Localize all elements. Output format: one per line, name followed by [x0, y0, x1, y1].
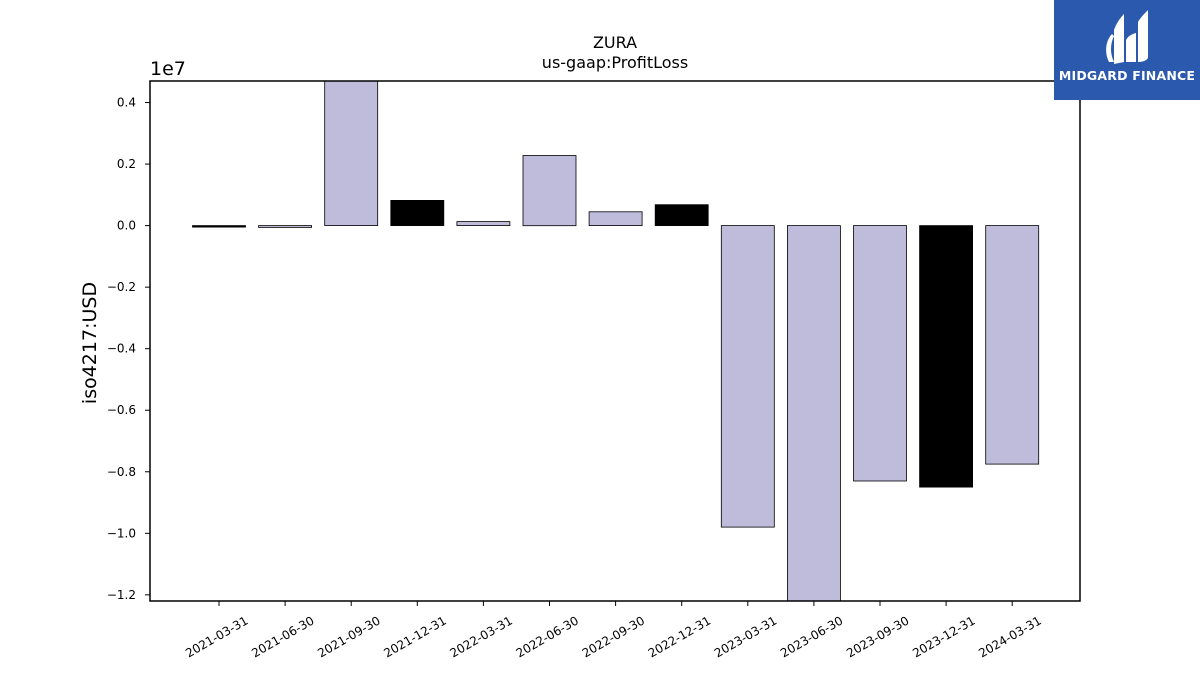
logo-mark-icon [1054, 0, 1200, 100]
x-tick-label: 2021-06-30 [249, 613, 316, 660]
y-tick-label: −0.6 [107, 403, 136, 417]
x-tick-label: 2022-03-31 [447, 613, 514, 660]
x-tick-label: 2023-12-31 [910, 613, 977, 660]
y-tick-label: 0.0 [117, 219, 136, 233]
y-tick-label: −1.0 [107, 526, 136, 540]
bar-2024-03-31 [985, 225, 1040, 465]
y-axis-label: iso4217:USD [79, 282, 101, 404]
x-tick-label: 2023-03-31 [712, 613, 779, 660]
y-tick-label: 0.4 [117, 96, 136, 110]
x-tick-label: 2023-09-30 [844, 613, 911, 660]
bar-2023-03-31 [720, 225, 775, 528]
x-tick-label: 2024-03-31 [976, 613, 1043, 660]
bar-2022-03-31 [456, 221, 511, 227]
bar-2023-09-30 [853, 225, 907, 482]
y-ticks-group: 0.4 0.2 0.0 −0.2 −0.4 −0.6 −0.8 −1.0 −1.2 [107, 96, 150, 602]
bar-2023-06-30 [787, 225, 841, 602]
bar-2022-09-30 [588, 211, 643, 227]
midgard-finance-logo: MIDGARD FINANCE [1054, 0, 1200, 100]
bar-2021-06-30 [258, 225, 313, 228]
logo-text: MIDGARD FINANCE [1058, 68, 1196, 83]
plot-frame [149, 80, 1081, 602]
chart-title: ZURA [593, 33, 637, 52]
bar-2021-09-30 [324, 80, 379, 227]
chart-subtitle: us-gaap:ProfitLoss [542, 53, 688, 72]
bar-2021-12-31 [390, 199, 445, 226]
x-tick-label: 2022-12-31 [646, 613, 713, 660]
bar-2022-12-31 [654, 204, 709, 226]
bar-2021-03-31 [192, 225, 246, 228]
y-axis-multiplier: 1e7 [150, 58, 186, 80]
y-tick-label: −1.2 [107, 588, 136, 602]
x-ticks-group: 2021-03-312021-06-302021-09-302021-12-31… [183, 601, 1044, 660]
bar-2023-12-31 [919, 225, 973, 488]
y-tick-label: −0.4 [107, 342, 136, 356]
bars-group [192, 80, 1040, 602]
y-tick-label: −0.8 [107, 465, 136, 479]
y-tick-label: 0.2 [117, 157, 136, 171]
x-tick-label: 2021-09-30 [315, 613, 382, 660]
x-tick-label: 2021-12-31 [381, 613, 448, 660]
x-tick-label: 2022-06-30 [514, 613, 581, 660]
bar-2022-06-30 [522, 155, 577, 227]
x-tick-label: 2022-09-30 [580, 613, 647, 660]
y-tick-label: −0.2 [107, 280, 136, 294]
x-tick-label: 2023-06-30 [778, 613, 845, 660]
x-tick-label: 2021-03-31 [183, 613, 250, 660]
